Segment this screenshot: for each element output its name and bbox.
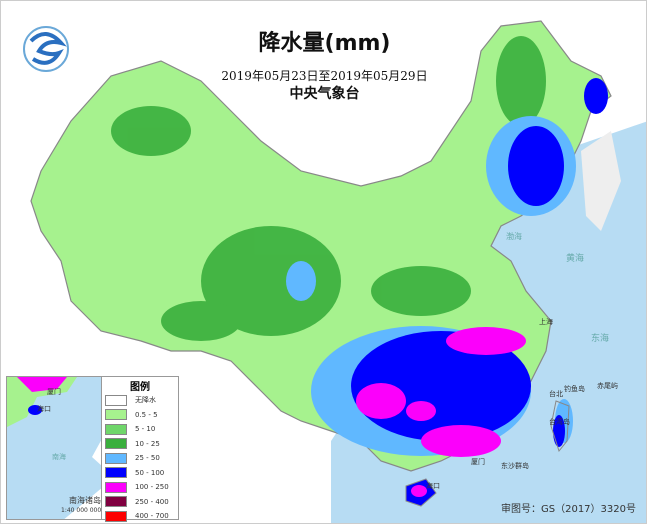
legend-swatch — [105, 467, 127, 479]
legend-label: 50 - 100 — [135, 468, 165, 477]
label-taiwan: 台湾岛 — [549, 418, 570, 426]
inset-label-sea: 南海 — [52, 453, 66, 461]
legend-item: 10 - 25 — [102, 437, 178, 452]
legend-label: 5 - 10 — [135, 425, 156, 434]
label-diaoyu: 钓鱼岛 — [564, 385, 585, 393]
legend-label: 250 - 400 — [135, 497, 169, 506]
legend-item: 50 - 100 — [102, 466, 178, 481]
rain-100-250 — [356, 327, 526, 457]
legend-swatch — [105, 409, 127, 421]
rain-10-25 — [111, 36, 546, 341]
cma-logo-icon — [23, 26, 69, 72]
inset-label-xiamen: 厦门 — [47, 388, 61, 396]
legend-item: 400 - 700 — [102, 509, 178, 523]
inset-scale: 1:40 000 000 — [61, 507, 102, 514]
legend-swatch — [105, 452, 127, 464]
label-xiamen: 厦门 — [471, 458, 485, 466]
label-chiwei: 赤尾屿 — [597, 382, 618, 390]
label-huanghai: 黄海 — [566, 254, 585, 264]
legend-item: 0.5 - 5 — [102, 408, 178, 423]
taiwan-island — [550, 400, 570, 453]
legend: 图例 无降水 0.5 - 5 5 - 10 10 - 25 25 - 50 50 - 10… — [101, 376, 179, 522]
map-title: 降水量(mm) — [258, 31, 391, 56]
label-taipei: 台北 — [549, 390, 563, 398]
hainan-rain — [411, 485, 427, 497]
inset-label-haikou: 海口 — [37, 405, 51, 413]
legend-item: 25 - 50 — [102, 451, 178, 466]
legend-item: 100 - 250 — [102, 480, 178, 495]
legend-label: 无降水 — [135, 396, 156, 405]
korea-japan-land — [581, 131, 621, 231]
legend-swatch — [105, 438, 127, 450]
legend-swatch — [105, 481, 127, 493]
legend-title: 图例 — [130, 382, 150, 393]
legend-swatch — [105, 423, 127, 435]
legend-item: 无降水 — [102, 393, 178, 408]
legend-label: 0.5 - 5 — [135, 410, 158, 419]
south-china-sea-inset: 厦门 海口 南海 南海诸岛 1:40 000 000 — [6, 376, 102, 520]
legend-swatch — [105, 510, 127, 522]
label-shanghai: 上海 — [539, 318, 553, 326]
label-dongsha: 东沙群岛 — [501, 462, 529, 470]
map-approval-number: 审图号：GS（2017）3320号 — [501, 504, 636, 515]
legend-item: 250 - 400 — [102, 495, 178, 510]
legend-swatch — [105, 394, 127, 406]
legend-swatch — [105, 496, 127, 508]
inset-name: 南海诸岛 — [69, 496, 101, 505]
legend-item: 5 - 10 — [102, 422, 178, 437]
legend-label: 100 - 250 — [135, 483, 169, 492]
label-bohai: 渤海 — [506, 232, 522, 241]
inset-map — [7, 377, 101, 519]
legend-label: 400 - 700 — [135, 512, 169, 521]
map-period: 2019年05月23日至2019年05月29日 — [221, 69, 428, 83]
label-haikou: 海口 — [426, 482, 440, 490]
legend-label: 10 - 25 — [135, 439, 160, 448]
map-agency: 中央气象台 — [289, 86, 360, 102]
label-donghai: 东海 — [591, 334, 610, 344]
legend-label: 25 - 50 — [135, 454, 160, 463]
